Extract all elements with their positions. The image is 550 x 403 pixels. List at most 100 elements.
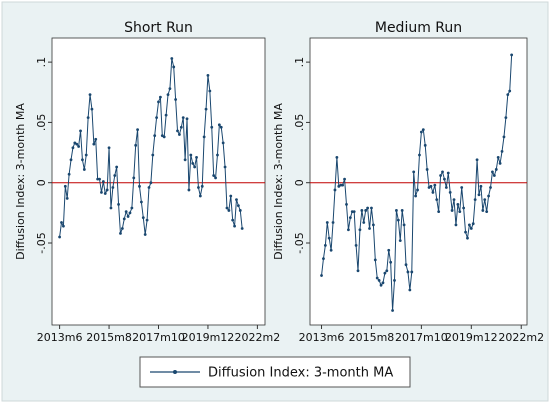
series-marker [84,153,88,157]
series-marker [145,218,149,222]
series-marker [491,170,494,174]
series-marker [416,188,419,192]
legend-marker [173,370,177,374]
series-marker [437,210,441,214]
panel-title: Medium Run [375,20,462,36]
series-marker [412,170,416,174]
series-marker [223,165,227,169]
series-marker [212,174,216,177]
series-marker [67,172,71,176]
series-marker [352,210,356,214]
series-marker [124,210,128,214]
series-marker [377,278,381,282]
series-marker [419,130,423,134]
series-marker [136,128,139,132]
series-marker [206,73,210,77]
series-marker [475,158,479,162]
series-marker [130,206,134,210]
series-marker [500,149,504,153]
series-marker [433,183,437,187]
series-marker [421,128,425,132]
series-marker [347,228,350,232]
series-marker [181,116,185,119]
series-marker [448,190,452,194]
series-marker [90,107,94,111]
series-marker [425,168,429,171]
series-marker [362,221,366,224]
series-marker [487,194,490,198]
y-tick-label: -.05 [293,232,306,253]
series-marker [452,198,456,201]
series-marker [450,209,454,212]
y-tick-label: .05 [293,114,306,132]
series-marker [479,184,483,188]
series-marker [469,227,473,230]
series-marker [402,223,406,227]
series-marker [92,142,96,146]
series-marker [343,177,346,181]
series-marker [477,193,481,197]
series-marker [323,244,327,247]
series-marker [71,146,75,150]
series-marker [489,186,492,189]
series-marker [398,239,402,242]
x-tick-label: 2017m10 [395,331,448,344]
series-marker [320,274,323,277]
series-marker [216,153,219,157]
y-tick-label: .1 [293,57,306,68]
series-marker [225,206,229,210]
series-marker [494,168,498,171]
series-marker [496,155,500,159]
series-marker [435,198,439,201]
series-marker [138,184,141,188]
series-marker [345,203,348,206]
series-marker [381,281,385,285]
y-tick-label: .1 [35,57,48,68]
series-marker [147,186,151,189]
y-axis-label: Diffusion Index: 3-month MA [272,103,285,260]
series-marker [166,93,170,97]
series-marker [335,155,339,159]
series-marker [506,93,510,97]
series-marker [498,162,502,165]
series-marker [385,269,389,273]
series-marker [510,53,514,57]
series-marker [439,174,442,177]
x-tick-label: 2019m12 [445,331,498,344]
series-marker [471,222,475,226]
series-marker [109,206,113,210]
series-marker [119,231,122,235]
series-marker [115,165,119,169]
series-marker [157,100,160,104]
series-marker [240,227,244,230]
series-marker [191,162,195,165]
series-marker [227,209,231,212]
series-marker [341,183,345,187]
series-marker [322,257,325,261]
series-marker [485,210,489,214]
series-marker [238,209,242,212]
series-marker [81,158,84,162]
y-axis-label: Diffusion Index: 3-month MA [14,103,27,260]
series-marker [98,177,101,181]
series-marker [229,194,233,198]
series-marker [236,204,240,208]
series-marker [174,98,178,101]
series-marker [58,235,62,239]
series-marker [153,134,157,138]
series-marker [195,155,198,159]
series-marker [406,270,410,274]
x-tick-label: 2015m8 [86,331,132,344]
y-tick-label: 0 [35,179,48,186]
series-marker [183,158,187,162]
legend-label: Diffusion Index: 3-month MA [208,366,393,381]
series-marker [391,309,394,312]
series-marker [126,215,130,218]
series-marker [111,186,115,189]
series-marker [389,260,393,264]
series-marker [492,174,496,177]
series-marker [441,170,444,174]
series-marker [464,230,467,234]
series-marker [193,165,197,169]
series-marker [155,116,158,119]
